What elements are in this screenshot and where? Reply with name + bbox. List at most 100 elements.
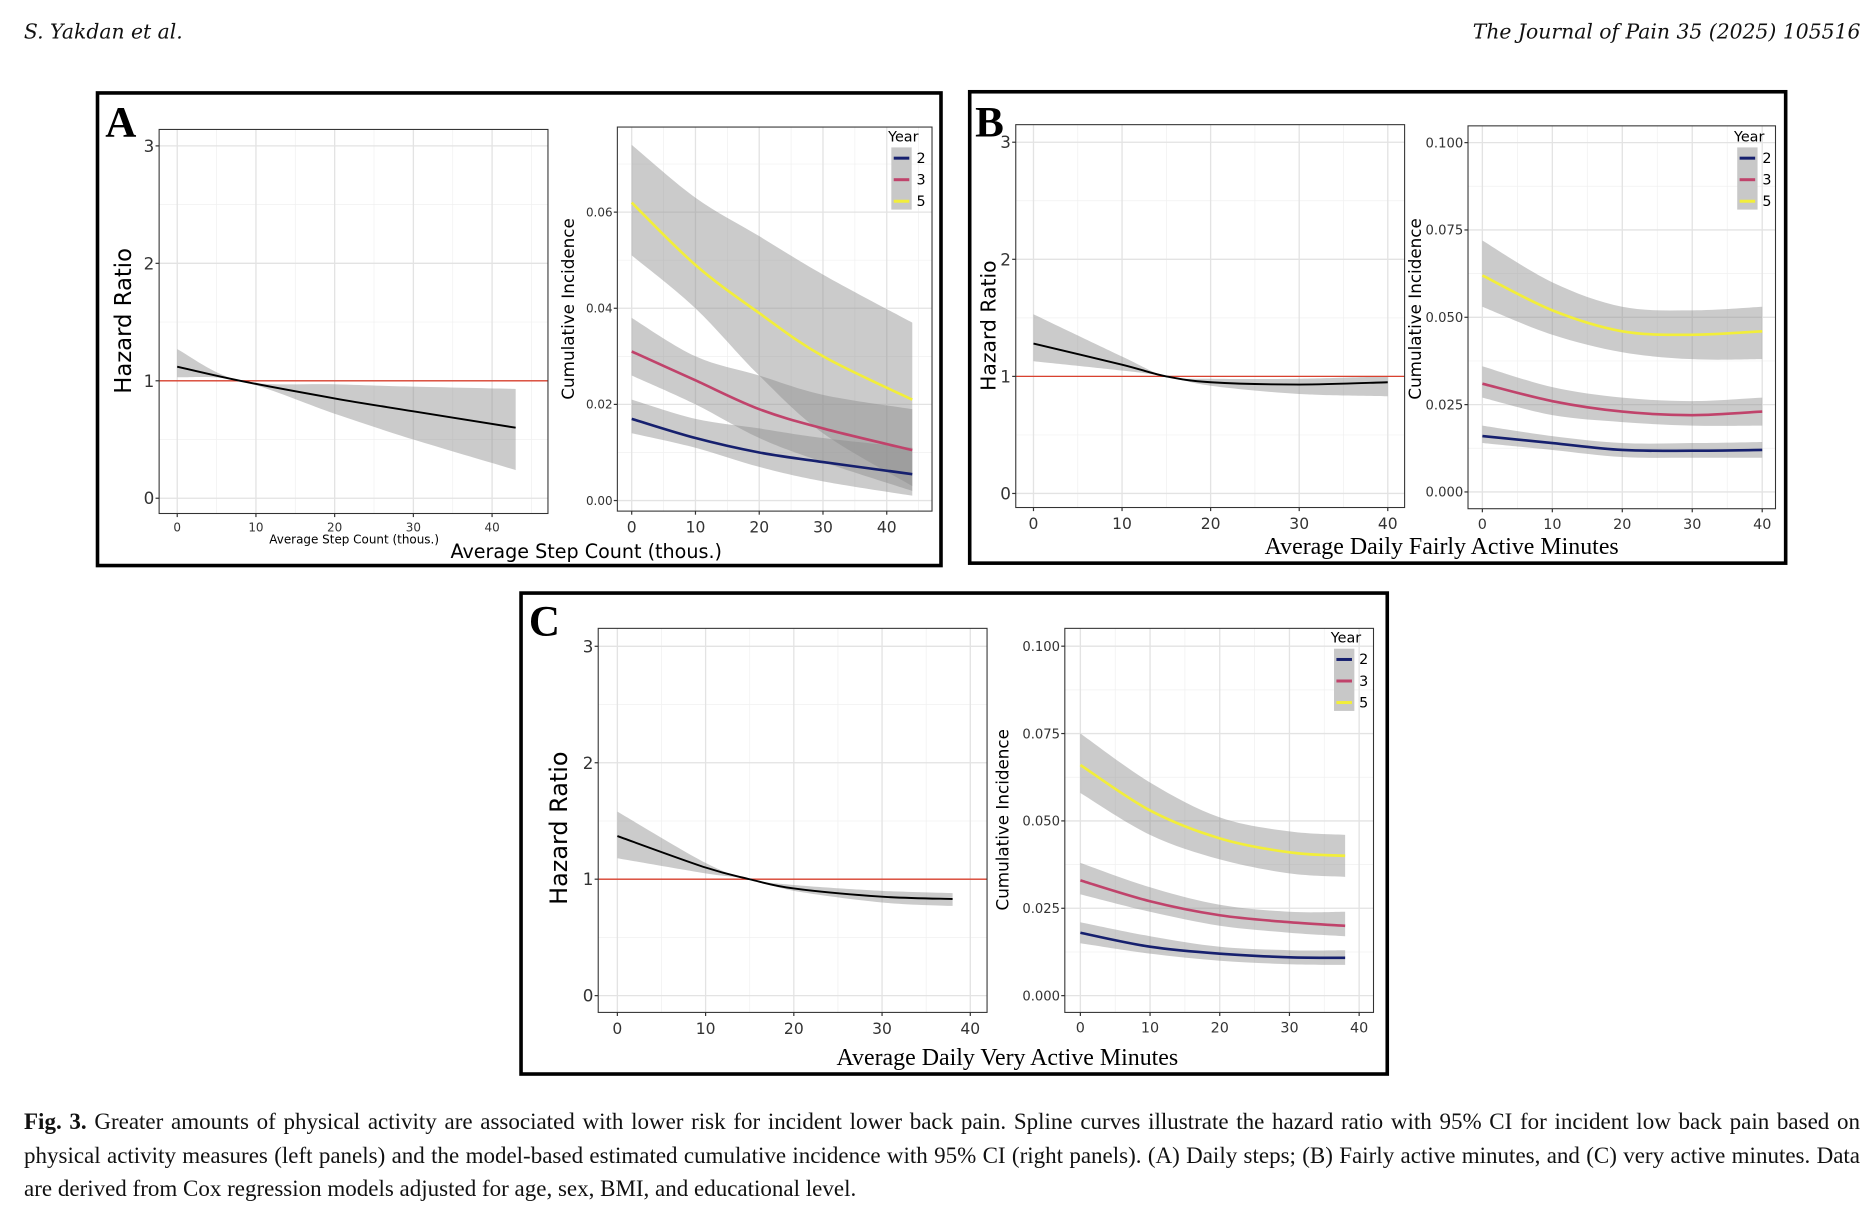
legend-label-year-5: 5 [1359,695,1368,711]
x-tick-label: 40 [877,519,897,537]
confidence-band-year-5 [631,144,913,487]
x-tick-label: 30 [1289,515,1309,533]
legend-title: Year [1733,129,1764,145]
x-tick-label: 10 [1112,515,1132,533]
figure-caption: Fig. 3. Greater amounts of physical acti… [24,1105,1860,1206]
legend-title: Year [887,129,918,145]
y-tick-label: 0.06 [586,205,613,219]
y-tick-label: 3 [1000,132,1011,152]
y-tick-label: 0.000 [1426,486,1464,501]
panel-a-xlabel: Average Step Count (thous.) [450,540,722,563]
y-tick-label: 3 [583,636,594,656]
y-tick-label: 2 [144,253,155,273]
confidence-band-year-5 [1080,733,1346,877]
legend: Year 2 3 5 [1330,631,1368,712]
x-tick-label: 10 [1543,517,1561,533]
panel-b-xlabel: Average Daily Fairly Active Minutes [1265,534,1619,560]
x-tick-label: 30 [1683,517,1701,533]
panel-a-letter: A [105,100,136,147]
chart-c-ci: 0 10 20 30 40 0.000 0.025 0.050 0.075 0.100 Cumula… [992,627,1375,1037]
series-line [617,835,953,900]
y-tick-label: 0.02 [586,398,613,412]
plot-border [616,126,933,512]
y-axis-label: Hazard Ratio [976,260,1000,390]
y-axis-label: Cumulative Incidence [1405,218,1425,399]
panel-c-xlabel: Average Daily Very Active Minutes [837,1045,1179,1071]
caption-text: Greater amounts of physical activity are… [24,1109,1860,1201]
legend-label-year-5: 5 [1762,194,1771,210]
series-line-year-5 [1481,274,1763,337]
x-tick-label: 0 [173,520,181,534]
legend-label-year-2: 2 [1762,151,1771,167]
panel-a-frame [95,91,943,568]
confidence-band [1033,314,1388,397]
series-line [1033,342,1388,386]
y-tick-label: 3 [144,136,155,156]
y-tick-label: 0.100 [1426,136,1464,151]
y-tick-label: 2 [1000,249,1011,269]
header-journal: The Journal of Pain 35 (2025) 105516 [1473,20,1861,44]
x-tick-label: 30 [813,519,833,537]
legend: Year 2 3 5 [887,129,925,210]
y-tick-label: 0.04 [586,302,613,316]
series-line-year-3 [1482,382,1763,417]
y-tick-label: 0.050 [1426,311,1464,326]
panel-b-letter: B [975,100,1004,147]
series-line-year-2 [1482,434,1763,453]
x-tick-label: 20 [1201,515,1221,533]
y-tick-label: 0.025 [1022,902,1060,917]
x-tick-label: 30 [406,520,421,534]
x-tick-label: 0 [1478,517,1487,533]
plot-background [617,127,933,512]
y-tick-label: 1 [144,371,155,391]
chart-c-hr: 0 10 20 30 40 0 1 2 3 Hazard Ratio [545,627,988,1038]
y-axis-label: Cumulative Incidence [558,218,578,399]
panel-c-letter: C [529,599,560,646]
legend-title: Year [1330,631,1361,647]
x-tick-label: 0 [1076,1021,1085,1037]
y-tick-label: 0 [583,986,594,1006]
x-tick-label: 40 [960,1020,980,1038]
x-tick-label: 0 [612,1020,622,1038]
x-tick-label: 30 [1280,1021,1298,1037]
series-line-year-5 [630,201,913,401]
series-line-year-2 [1080,931,1346,960]
y-tick-label: 0.00 [586,494,613,508]
x-tick-label: 20 [1613,517,1631,533]
x-tick-label: 0 [1029,515,1039,533]
x-tick-label: 40 [1753,517,1771,533]
panel-c-frame [519,591,1390,1076]
y-tick-label: 0.075 [1426,224,1464,239]
header-authors: S. Yakdan et al. [24,20,183,44]
confidence-band-year-2 [1080,922,1346,965]
confidence-band-year-3 [1482,366,1763,426]
x-tick-label: 10 [1141,1021,1159,1037]
confidence-band-year-3 [631,317,913,491]
x-tick-label: 10 [686,519,706,537]
x-tick-label: 30 [872,1020,892,1038]
y-tick-label: 1 [583,869,594,889]
confidence-band-year-5 [1482,240,1763,360]
chart-a-hr-xlabel: Average Step Count (thous.) [269,532,439,546]
x-tick-label: 20 [749,519,769,537]
y-axis-label: Hazard Ratio [545,751,573,904]
x-tick-label: 10 [696,1020,716,1038]
confidence-band-year-2 [631,399,913,496]
legend-label-year-3: 3 [1762,172,1771,188]
x-tick-label: 20 [327,520,342,534]
y-tick-label: 1 [1000,366,1011,386]
legend-label-year-2: 2 [916,151,925,167]
series-line-year-3 [631,350,913,452]
chart-a-ci: 0 10 20 30 40 0.00 0.02 0.04 0.06 Cumulative Inci… [558,126,933,537]
y-tick-label: 0.025 [1426,398,1464,413]
panel-b-frame [967,89,1788,565]
series-line-year-3 [1079,879,1346,928]
caption-label: Fig. 3. [24,1109,87,1134]
legend-label-year-3: 3 [1359,674,1368,690]
x-tick-label: 20 [784,1020,804,1038]
chart-b-ci: 0 10 20 30 40 0.000 0.025 0.050 0.075 0.100 Cumula… [1405,125,1777,533]
chart-b-hr: 0 10 20 30 40 0 1 2 3 Hazard Ratio [976,124,1406,533]
plot-background [159,129,548,514]
y-tick-label: 0 [144,488,155,508]
